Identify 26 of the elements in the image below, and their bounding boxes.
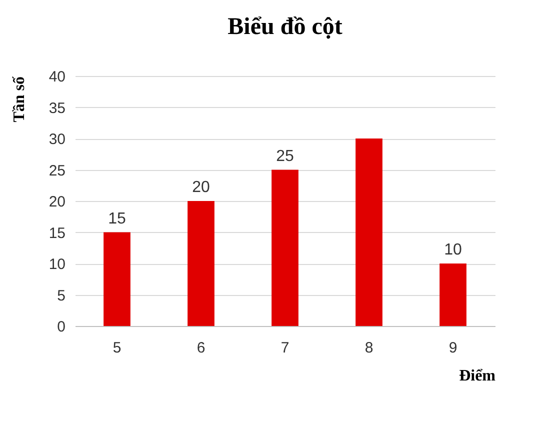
y-tick-label: 35 (48, 100, 66, 117)
y-tick-label: 0 (57, 318, 66, 336)
y-tick-label: 10 (48, 256, 66, 273)
x-tick-label: 6 (196, 340, 206, 356)
y-tick-label: 20 (48, 194, 66, 210)
bar (356, 138, 382, 326)
chart-title: Biểu đồ cột (228, 14, 342, 40)
x-tick-label: 8 (364, 340, 374, 356)
data-label: 25 (276, 148, 294, 165)
y-tick-label: 25 (48, 162, 66, 180)
bar (104, 232, 130, 326)
x-tick-label: 9 (448, 340, 458, 356)
bar (188, 201, 214, 326)
data-label: 10 (444, 242, 462, 258)
y-tick-label: 40 (48, 68, 66, 86)
y-tick-label: 30 (48, 131, 66, 148)
y-tick-label: 15 (48, 224, 66, 242)
x-axis-title: Điểm (459, 368, 496, 384)
x-tick-label: 7 (280, 340, 290, 356)
data-label: 15 (108, 210, 126, 228)
x-tick-label: 5 (112, 340, 122, 356)
y-tick-label: 5 (57, 287, 66, 304)
bar (440, 264, 466, 326)
y-axis-title: Tần số (10, 76, 28, 122)
data-label: 20 (192, 179, 210, 196)
bar (272, 170, 298, 326)
